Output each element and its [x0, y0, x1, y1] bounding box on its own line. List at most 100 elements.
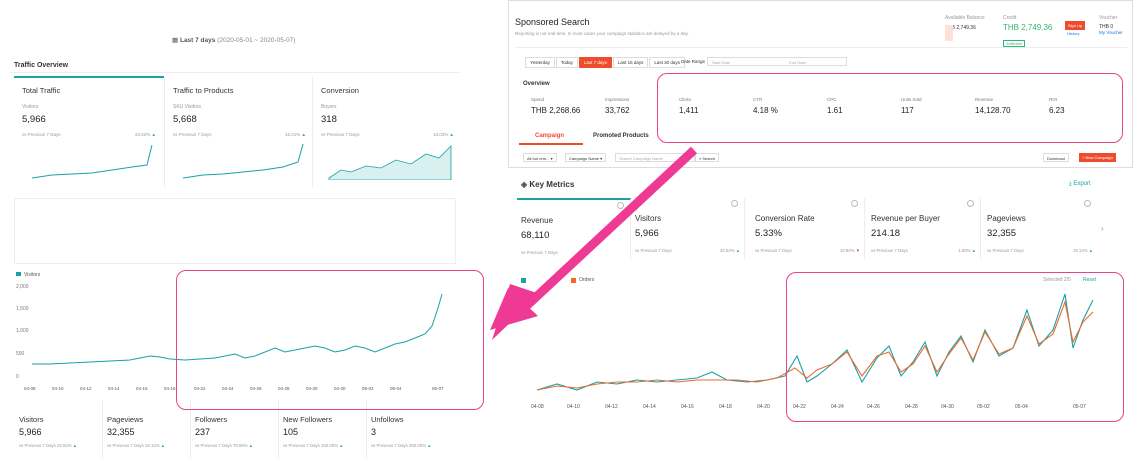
- check-icon: [731, 200, 738, 207]
- km-card-visitors[interactable]: Visitors 5,966 vs Previous 7 Days 22.52%…: [631, 198, 745, 260]
- card-traffic-to-products[interactable]: Traffic to Products SKU Visitors 5,668 v…: [164, 76, 314, 188]
- km-card-revenue[interactable]: Revenue 68,110 vs Previous 7 Days: [517, 198, 631, 260]
- date-range-label: Last 7 days: [179, 37, 216, 44]
- x-tick: 04-12: [80, 386, 92, 391]
- metric-roi[interactable]: ROI 6.23: [1049, 97, 1065, 115]
- date-range-display[interactable]: ▦ Last 7 days (2020-05-01 ~ 2020-05-07): [172, 36, 295, 44]
- card-pct: 10.03% ▲: [433, 132, 454, 137]
- search-input[interactable]: Search Campaign Name: [615, 153, 695, 162]
- sparkline: [328, 145, 452, 180]
- up-arrow-icon: ▲: [301, 132, 306, 137]
- up-arrow-icon: ▲: [1088, 248, 1093, 253]
- traffic-overview-title: Traffic Overview: [14, 62, 69, 69]
- new-campaign-button[interactable]: + New Campaign: [1079, 153, 1116, 162]
- metric-value: 32,355: [107, 427, 135, 437]
- km-card-title: Revenue: [521, 216, 554, 225]
- metric-units-sold[interactable]: Units Sold 117: [901, 97, 922, 115]
- overview-title: Overview: [523, 81, 550, 87]
- x-tick: 04-18: [719, 404, 732, 410]
- metric-label: ROI: [1049, 97, 1058, 102]
- km-card-pageviews[interactable]: Pageviews 32,355 vs Previous 7 Days 19.1…: [983, 198, 1097, 260]
- card-title: Total Traffic: [22, 86, 61, 95]
- km-card-conversion-rate[interactable]: Conversion Rate 5.33% vs Previous 7 Days…: [751, 198, 865, 260]
- metric-vs: vs Previous 7 Days 150.00% ▲: [283, 443, 344, 448]
- card-vs: vs Previous 7 Days: [173, 132, 212, 137]
- card-conversion[interactable]: Conversion Buyers 318 vs Previous 7 Days…: [312, 76, 462, 188]
- export-button[interactable]: ⤓ Export: [1069, 181, 1091, 187]
- tab-promoted-products[interactable]: Promoted Products: [593, 133, 649, 139]
- date-range-picker[interactable]: Start Date End Date: [707, 57, 847, 66]
- x-tick: 04-30: [306, 386, 318, 391]
- tab-last-7-days[interactable]: Last 7 days: [578, 57, 612, 68]
- key-metrics-title: Key Metrics: [529, 180, 575, 189]
- x-tick: 05-04: [390, 386, 402, 391]
- x-tick: 04-26: [250, 386, 262, 391]
- metric-label: Spend: [531, 97, 545, 102]
- km-card-value: 214.18: [871, 228, 901, 239]
- x-tick: 04-12: [605, 404, 618, 410]
- card-vs: vs Previous 7 Days: [22, 132, 61, 137]
- tab-yesterday[interactable]: Yesterday: [525, 57, 555, 68]
- x-tick: 04-28: [278, 386, 290, 391]
- highlight-box-overview: [657, 73, 1123, 143]
- up-arrow-icon: ▲: [427, 443, 432, 448]
- filter-field-select[interactable]: Campaign Name ▾: [565, 153, 607, 162]
- metrics-row: Visitors 5,966 vs Previous 7 Days 23.52%…: [14, 198, 456, 459]
- chevron-right-icon[interactable]: ›: [1101, 224, 1104, 233]
- highlight-box-right: [786, 272, 1124, 422]
- legend-orders[interactable]: Orders: [579, 277, 595, 283]
- x-tick: 04-22: [194, 386, 206, 391]
- filter-status-select[interactable]: All but rem... ▾: [523, 153, 557, 162]
- x-tick: 04-30: [941, 404, 954, 410]
- y-tick: 2,000: [16, 284, 29, 290]
- km-card-title: Revenue per Buyer: [871, 214, 940, 223]
- up-arrow-icon: ▲: [151, 132, 156, 137]
- metric-value: 14,128.70: [975, 106, 1011, 115]
- date-range-value: (2020-05-01 ~ 2020-05-07): [217, 37, 296, 44]
- search-button[interactable]: ⌕ Search: [695, 153, 720, 162]
- km-card-pct: 10.90% ▼: [839, 248, 860, 253]
- credit-block: Credit THB 2,749.36 Sufficient: [1003, 15, 1052, 50]
- visitors-line: [32, 293, 443, 365]
- card-sub: SKU Visitors: [173, 104, 201, 110]
- signup-button[interactable]: Sign Up: [1065, 21, 1086, 30]
- voucher-value: THB 0: [1099, 24, 1114, 30]
- reset-link[interactable]: Reset: [1083, 277, 1097, 283]
- download-button[interactable]: Download: [1043, 153, 1069, 162]
- history-link[interactable]: History: [1067, 31, 1080, 36]
- tab-last-15-days[interactable]: Last 15 days: [612, 57, 649, 68]
- x-tick: 04-24: [831, 404, 844, 410]
- card-total-traffic[interactable]: Total Traffic Visitors 5,966 vs Previous…: [14, 76, 164, 188]
- tab-today[interactable]: Today: [555, 57, 578, 68]
- metric-cpc[interactable]: CPC 1.61: [827, 97, 843, 115]
- metric-value: 6.23: [1049, 106, 1065, 115]
- active-tab-underline: [519, 143, 583, 145]
- metric-clicks[interactable]: Clicks 1,411: [679, 97, 698, 115]
- tab-last-30-days[interactable]: Last 30 days: [649, 57, 685, 68]
- km-card-revenue-per-buyer[interactable]: Revenue per Buyer 214.18 vs Previous 7 D…: [867, 198, 981, 260]
- metric-value: 4.18 %: [753, 106, 778, 115]
- tab-campaign[interactable]: Campaign: [535, 133, 565, 139]
- metric-pageviews[interactable]: Pageviews 32,355 vs Previous 7 Days 19.1…: [103, 401, 191, 459]
- x-tick: 05-07: [432, 386, 444, 391]
- metric-impressions[interactable]: Impressions 33,762: [605, 97, 629, 115]
- up-arrow-icon: ▲: [248, 443, 254, 448]
- up-arrow-icon: ▲: [339, 443, 344, 448]
- credit-value: THB 2,749.36: [1003, 23, 1053, 32]
- y-tick: 500: [16, 351, 25, 357]
- my-voucher-link[interactable]: My Voucher: [1099, 30, 1123, 35]
- download-icon: ⤓: [1069, 181, 1072, 187]
- divider: [515, 47, 1127, 48]
- metric-visitors[interactable]: Visitors 5,966 vs Previous 7 Days 23.52%…: [15, 401, 103, 459]
- credit-label: Credit: [1003, 15, 1017, 21]
- legend-swatch-orange: [571, 278, 576, 283]
- card-pct: 19.21% ▲: [285, 132, 306, 137]
- metric-spend[interactable]: Spend THB 2,268.66: [531, 97, 580, 115]
- km-card-pct: 1.88% ▲: [958, 248, 976, 253]
- metric-vs: vs Previous 7 Days 79.55% ▲: [195, 443, 254, 448]
- balance-block: Available Balance THB 2,749.36: [945, 15, 985, 31]
- metric-ctr[interactable]: CTR 4.18 %: [753, 97, 778, 115]
- metric-value: THB 2,268.66: [531, 106, 581, 115]
- series-teal-line: [536, 293, 1094, 391]
- metric-revenue[interactable]: Revenue 14,128.70: [975, 97, 1011, 115]
